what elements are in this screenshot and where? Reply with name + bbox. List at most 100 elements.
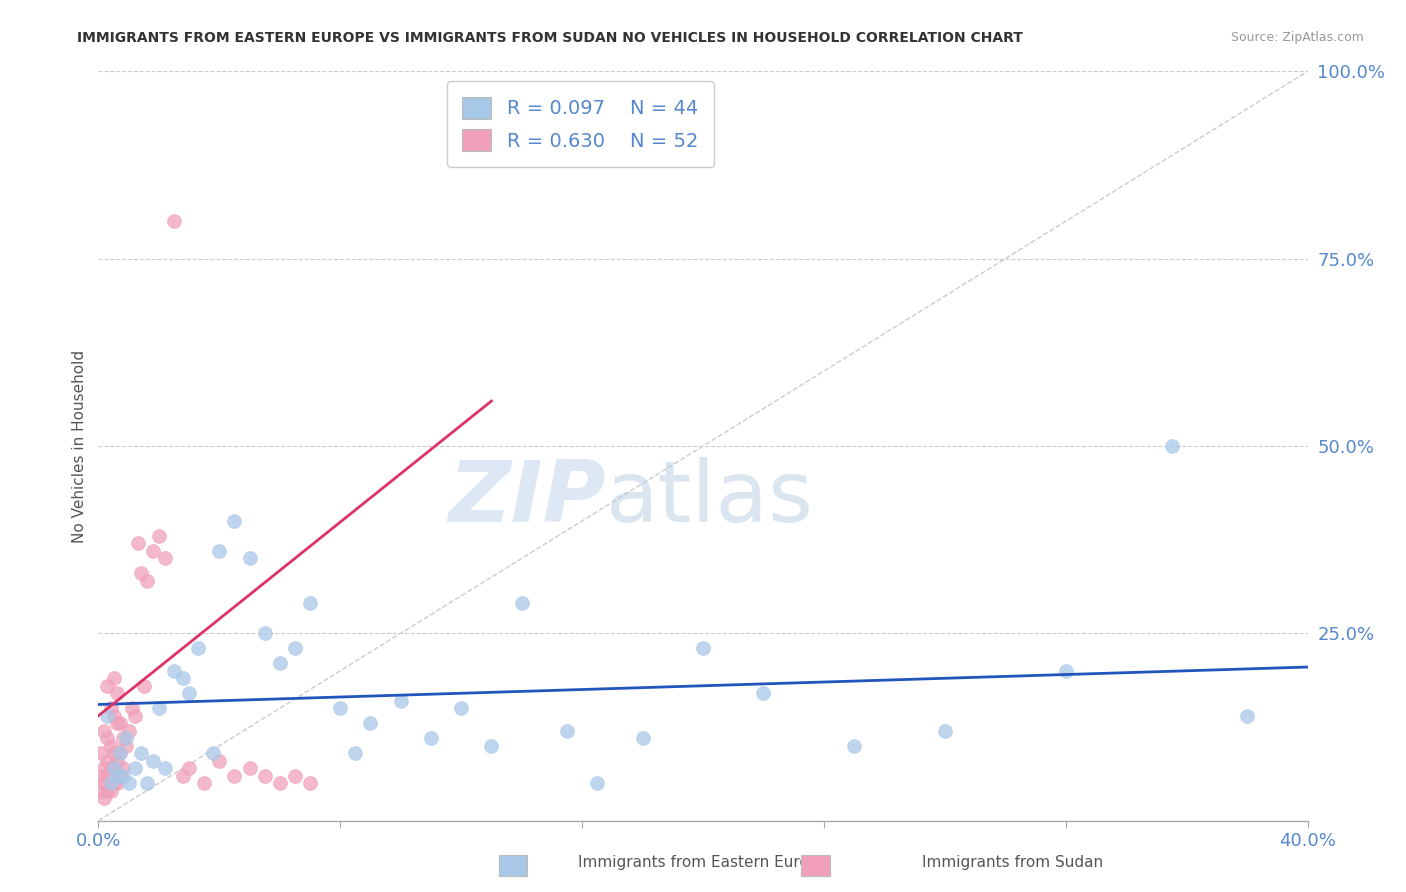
Point: [172, 769, 194, 783]
Point: [108, 746, 131, 760]
Point: [844, 739, 866, 753]
Point: [389, 694, 412, 708]
Point: [103, 708, 125, 723]
Point: [93, 723, 115, 738]
Point: [253, 626, 276, 640]
Point: [360, 716, 382, 731]
Point: [510, 596, 533, 610]
Point: [93, 761, 115, 775]
Text: atlas: atlas: [606, 457, 814, 540]
Point: [103, 671, 125, 685]
Point: [224, 769, 246, 783]
Point: [299, 776, 322, 790]
Point: [193, 776, 215, 790]
Point: [96, 731, 118, 746]
Point: [111, 761, 134, 775]
Point: [329, 701, 352, 715]
Point: [239, 761, 262, 775]
Point: [90, 769, 112, 783]
Point: [153, 761, 176, 775]
Point: [96, 769, 118, 783]
Point: [108, 769, 131, 783]
Point: [103, 776, 125, 790]
Point: [100, 739, 122, 753]
Point: [1160, 439, 1182, 453]
Point: [105, 716, 128, 731]
Point: [208, 544, 231, 558]
Point: [253, 769, 276, 783]
Point: [93, 776, 115, 790]
Point: [148, 529, 170, 543]
Point: [100, 776, 122, 790]
Point: [239, 551, 262, 566]
Point: [481, 739, 503, 753]
Point: [269, 657, 291, 671]
Point: [100, 761, 122, 775]
Legend: R = 0.097    N = 44, R = 0.630    N = 52: R = 0.097 N = 44, R = 0.630 N = 52: [447, 81, 714, 167]
Point: [108, 746, 131, 760]
Point: [420, 731, 443, 746]
Point: [153, 551, 176, 566]
Point: [1054, 664, 1077, 678]
Point: [163, 664, 186, 678]
Text: Source: ZipAtlas.com: Source: ZipAtlas.com: [1230, 31, 1364, 45]
Point: [90, 746, 112, 760]
Point: [105, 754, 128, 768]
Y-axis label: No Vehicles in Household: No Vehicles in Household: [72, 350, 87, 542]
Point: [172, 671, 194, 685]
Point: [202, 746, 225, 760]
Point: [692, 641, 714, 656]
Point: [1236, 708, 1258, 723]
Point: [299, 596, 322, 610]
Point: [284, 769, 307, 783]
Point: [111, 769, 134, 783]
Bar: [499, 855, 527, 876]
Point: [96, 708, 118, 723]
Bar: [801, 855, 830, 876]
Point: [142, 754, 165, 768]
Point: [96, 754, 118, 768]
Point: [100, 783, 122, 797]
Point: [135, 776, 157, 790]
Point: [124, 761, 146, 775]
Point: [129, 746, 152, 760]
Point: [631, 731, 654, 746]
Point: [111, 731, 134, 746]
Point: [90, 783, 112, 797]
Text: ZIP: ZIP: [449, 457, 606, 540]
Point: [114, 731, 136, 746]
Point: [163, 214, 186, 228]
Point: [142, 544, 165, 558]
Point: [187, 641, 209, 656]
Point: [127, 536, 149, 550]
Point: [96, 679, 118, 693]
Point: [132, 679, 155, 693]
Point: [148, 701, 170, 715]
Point: [105, 776, 128, 790]
Point: [555, 723, 578, 738]
Point: [118, 723, 141, 738]
Point: [103, 761, 125, 775]
Point: [118, 776, 141, 790]
Point: [108, 716, 131, 731]
Point: [103, 746, 125, 760]
Point: [224, 514, 246, 528]
Point: [934, 723, 956, 738]
Point: [752, 686, 775, 700]
Point: [105, 769, 128, 783]
Point: [269, 776, 291, 790]
Point: [103, 761, 125, 775]
Point: [129, 566, 152, 581]
Point: [96, 783, 118, 797]
Point: [105, 686, 128, 700]
Point: [450, 701, 472, 715]
Point: [135, 574, 157, 588]
Point: [121, 701, 143, 715]
Point: [284, 641, 307, 656]
Text: IMMIGRANTS FROM EASTERN EUROPE VS IMMIGRANTS FROM SUDAN NO VEHICLES IN HOUSEHOLD: IMMIGRANTS FROM EASTERN EUROPE VS IMMIGR…: [77, 31, 1024, 45]
Point: [114, 739, 136, 753]
Point: [93, 791, 115, 805]
Text: Immigrants from Sudan: Immigrants from Sudan: [922, 855, 1102, 870]
Point: [208, 754, 231, 768]
Point: [179, 761, 201, 775]
